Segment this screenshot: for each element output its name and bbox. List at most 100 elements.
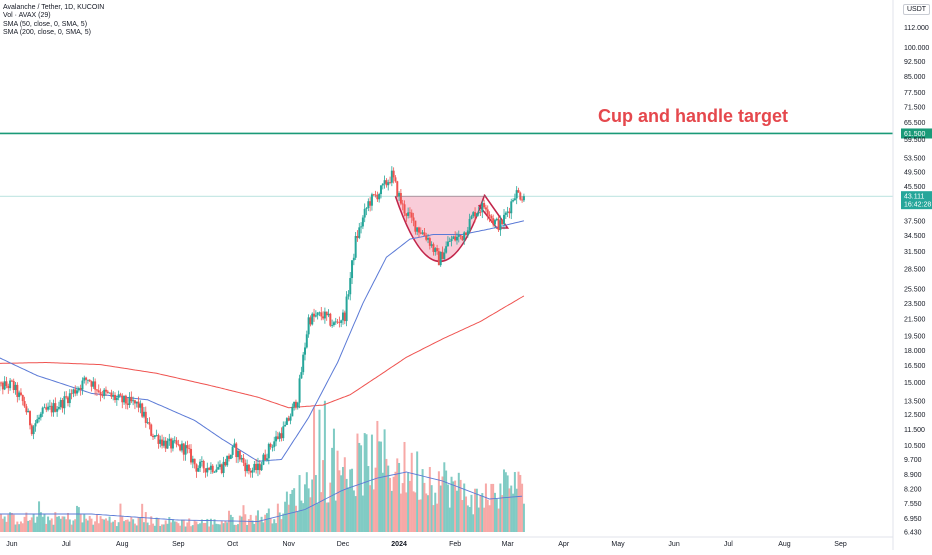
- candle-body: [425, 236, 427, 240]
- volume-bar: [396, 458, 398, 532]
- candle-body: [177, 444, 179, 445]
- volume-bar: [27, 521, 29, 532]
- y-tick-label: 6.950: [904, 516, 922, 523]
- volume-bar: [58, 516, 60, 532]
- volume-bar: [161, 524, 163, 532]
- candle-body: [313, 314, 315, 317]
- volume-bar: [101, 519, 103, 532]
- candle-body: [290, 416, 292, 420]
- candle-body: [190, 449, 192, 462]
- candle-body: [159, 440, 161, 444]
- volume-bar: [431, 485, 433, 532]
- candle-body: [266, 458, 268, 460]
- y-tick-label: 28.500: [904, 267, 926, 274]
- candle-body: [223, 462, 225, 473]
- candle-body: [483, 203, 485, 207]
- volume-bar: [25, 513, 27, 532]
- candle-body: [72, 389, 74, 393]
- candle-body: [443, 253, 445, 260]
- y-tick-label: 18.000: [904, 348, 926, 355]
- candle-body: [416, 227, 418, 231]
- volume-bar: [214, 519, 216, 532]
- x-tick-label: Sep: [172, 541, 185, 548]
- candle-body: [454, 236, 456, 240]
- candle-body: [293, 402, 295, 407]
- volume-bar: [458, 473, 460, 532]
- volume-bar: [402, 483, 404, 532]
- sma200-indicator-label[interactable]: SMA (200, close, 0, SMA, 5): [3, 29, 104, 37]
- y-tick-label: 34.500: [904, 233, 926, 240]
- currency-label[interactable]: USDT: [903, 4, 930, 15]
- sma50-indicator-label[interactable]: SMA (50, close, 0, SMA, 5): [3, 21, 104, 29]
- symbol-title[interactable]: Avalanche / Tether, 1D, KUCOIN: [3, 4, 104, 12]
- candle-body: [150, 425, 152, 436]
- volume-bar: [217, 524, 219, 532]
- volume-bar: [429, 467, 431, 532]
- candle-body: [107, 392, 109, 393]
- volume-indicator-label[interactable]: Vol · AVAX (29): [3, 12, 104, 20]
- volume-bar: [384, 429, 386, 532]
- volume-bar: [498, 509, 500, 532]
- volume-bar: [112, 522, 114, 532]
- candle-body: [116, 398, 118, 400]
- candle-body: [91, 381, 93, 386]
- volume-bar: [404, 442, 406, 532]
- volume-bar: [510, 486, 512, 532]
- y-tick-label: 21.500: [904, 316, 926, 323]
- volume-bar: [96, 514, 98, 532]
- candle-body: [103, 390, 105, 396]
- candle-body: [311, 314, 313, 325]
- volume-bar: [409, 481, 411, 532]
- volume-bar: [389, 478, 391, 532]
- candle-body: [143, 412, 145, 417]
- candle-body: [181, 444, 183, 451]
- candle-body: [165, 441, 167, 449]
- volume-bar: [353, 490, 355, 532]
- volume-bar: [51, 518, 53, 532]
- candle-body: [349, 278, 351, 294]
- x-tick-label: Aug: [116, 541, 129, 548]
- volume-bar: [33, 514, 35, 532]
- candle-body: [407, 212, 409, 215]
- volume-bar: [347, 487, 349, 532]
- y-tick-label: 85.000: [904, 74, 926, 81]
- volume-bar: [393, 477, 395, 532]
- countdown-label: 16:42:28: [904, 202, 931, 209]
- candle-body: [87, 380, 89, 381]
- y-tick-label: 92.500: [904, 59, 926, 66]
- volume-bar: [331, 448, 333, 532]
- volume-bar: [275, 523, 277, 532]
- y-tick-label: 71.500: [904, 104, 926, 111]
- volume-bar: [487, 500, 489, 532]
- volume-bar: [358, 443, 360, 532]
- volume-bar: [505, 472, 507, 532]
- candle-body: [76, 390, 78, 393]
- candle-body: [16, 385, 18, 397]
- candle-body: [404, 204, 406, 213]
- annotation-text: Cup and handle target: [598, 106, 788, 127]
- volume-bar: [143, 522, 145, 532]
- candle-body: [145, 412, 147, 423]
- volume-bar: [166, 524, 168, 532]
- volume-bar: [34, 523, 36, 532]
- candle-body: [138, 402, 140, 408]
- candle-body: [286, 418, 288, 425]
- y-tick-label: 100.000: [904, 45, 929, 52]
- candle-body: [4, 381, 6, 389]
- y-tick-label: 12.500: [904, 412, 926, 419]
- volume-bar: [215, 524, 217, 532]
- candle-body: [69, 393, 71, 403]
- volume-bar: [478, 508, 480, 532]
- candle-body: [490, 216, 492, 218]
- candle-body: [136, 402, 138, 404]
- candle-body: [224, 462, 226, 465]
- volume-bar: [514, 472, 516, 532]
- volume-bar: [521, 484, 523, 532]
- candle-body: [329, 314, 331, 326]
- x-tick-label: Mar: [502, 541, 515, 548]
- volume-bar: [416, 451, 418, 532]
- candle-body: [161, 440, 163, 446]
- candle-body: [18, 393, 20, 397]
